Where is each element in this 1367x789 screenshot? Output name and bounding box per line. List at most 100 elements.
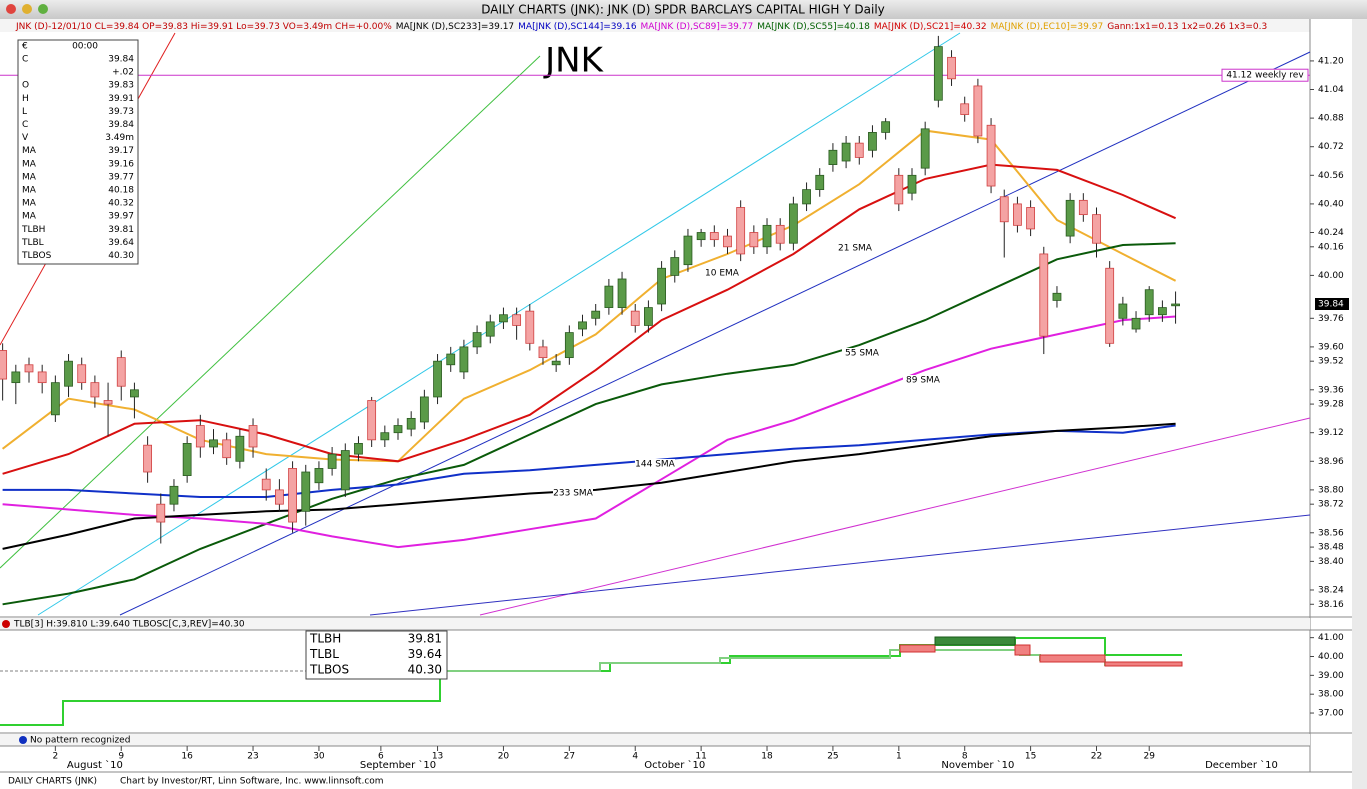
candle-body [406,417,416,430]
close-button[interactable] [6,4,16,14]
info-value: 39.84 [108,55,134,65]
candle-body [116,357,126,387]
info-value: 39.81 [108,225,134,235]
candle-body [894,174,904,205]
y-tick-label: 38.48 [1318,543,1344,553]
candle-body [788,203,798,244]
candle-body [485,321,495,337]
candle-body [868,132,877,151]
y-tick-label: 40.72 [1318,142,1344,152]
lower-panel: 41.00 40.00 39.00 38.00 37.00 TLBH 39.81 TLBL 39… [305,630,1344,719]
candle-body [775,224,785,244]
candle-body [907,174,917,194]
title-bar [0,0,1367,19]
candle-body [367,400,377,441]
candle-body [578,321,587,330]
info-label: C [22,55,28,65]
last-price-label: 39.84 [1318,299,1344,309]
month-label: December `10 [1205,759,1278,771]
candle-body [90,382,100,398]
candle-body [749,232,759,248]
ma-line [2,422,1176,550]
trend-line [0,55,541,569]
y-tick-label: 39.28 [1318,400,1344,410]
lower-legend-value: 39.81 [408,632,442,646]
candle-body [380,432,390,441]
candle-body [1039,253,1049,337]
y-tick-label: 39.36 [1318,385,1344,395]
info-value: 39.16 [108,159,134,169]
info-label: MA [22,212,37,222]
candle-body [103,400,113,405]
info-value: 39.84 [108,120,134,130]
ma-line [2,315,1176,549]
header-item: MA[JNK (D),SC89]=39.77 [641,22,754,32]
candle-body [235,435,245,462]
candle-body [973,85,983,137]
candle-body [354,443,363,455]
ma-label: 89 SMA [906,376,941,386]
candle-body [433,360,442,398]
x-tick-label: 27 [564,752,575,762]
candle-body [841,142,851,162]
x-tick-label: 13 [432,752,443,762]
candle-body [195,425,205,448]
x-tick-label: 25 [827,752,838,762]
minimize-button[interactable] [22,4,32,14]
info-value: 39.73 [108,107,134,117]
y-tick-label: 41.04 [1318,85,1344,95]
info-value: 39.64 [108,238,134,248]
info-time: 00:00 [72,42,98,52]
header-item: JNK (D)-12/01/10 CL=39.84 OP=39.83 Hi=39… [15,22,392,32]
candle-body [419,396,429,423]
header-item: Gann:1x1=0.13 1x2=0.26 1x3=0.3 [1107,22,1267,32]
lower-legend-value: 40.30 [408,663,442,677]
info-value: 40.18 [108,186,134,196]
info-label: MA [22,146,37,156]
x-tick-label: 6 [378,752,384,762]
x-tick-label: 22 [1091,752,1102,762]
info-value: 3.49m [105,133,134,143]
ma-label-bg [842,348,882,358]
lower-legend-label: TLBOS [309,663,349,677]
y-tick-label: 38.72 [1318,500,1344,510]
candle-body [301,471,311,512]
month-label: September `10 [360,759,436,771]
candle-body [538,346,548,359]
x-tick-label: 2 [52,752,58,762]
y-tick-label: 40.16 [1318,242,1344,252]
ma-label-bg [835,243,875,253]
candle-body [815,174,825,191]
y-tick-label: 40.00 [1318,271,1344,281]
candle-body [920,128,930,169]
footer-left: DAILY CHARTS (JNK) [8,777,97,787]
candle-body [709,232,719,241]
candle-body [248,425,258,448]
info-label: MA [22,172,37,182]
candle-body [50,382,60,416]
header-item: MA[JNK (D),EC10]=39.97 [991,22,1104,32]
lower-legend-label: TLBH [309,632,341,646]
x-tick-label: 4 [632,752,638,762]
info-label: MA [22,159,37,169]
scrollbar[interactable] [1352,19,1367,789]
candle-body [828,149,838,165]
lower-legend-label: TLBL [309,647,339,661]
info-label: O [22,81,29,91]
y-tick-label: 38.24 [1318,585,1344,595]
zoom-button[interactable] [38,4,48,14]
candle-body [1144,289,1154,316]
y-tick-label: 40.40 [1318,199,1344,209]
x-tick-label: 1 [896,752,902,762]
y-tick-label: 38.16 [1318,600,1344,610]
y-tick-label: 39.52 [1318,357,1344,367]
info-symbol: € [22,42,28,52]
candle-body [1105,267,1115,344]
candle-body [933,46,943,101]
x-tick-label: 8 [962,752,968,762]
info-value: 39.17 [108,146,134,156]
x-tick-label: 23 [247,752,258,762]
candle-body [24,364,34,373]
candle-body [209,439,218,448]
